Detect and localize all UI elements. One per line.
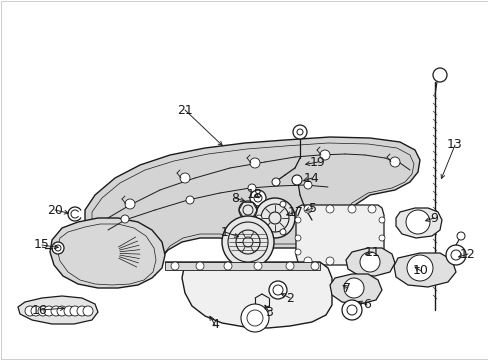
- Circle shape: [249, 190, 265, 206]
- Circle shape: [51, 306, 61, 316]
- Circle shape: [224, 262, 231, 270]
- Polygon shape: [329, 274, 381, 304]
- Circle shape: [83, 306, 93, 316]
- Circle shape: [249, 158, 260, 168]
- Text: 15: 15: [34, 238, 50, 252]
- Circle shape: [294, 249, 301, 255]
- Circle shape: [341, 300, 361, 320]
- Circle shape: [52, 242, 64, 254]
- Circle shape: [310, 262, 318, 270]
- Text: 20: 20: [47, 203, 63, 216]
- Circle shape: [389, 157, 399, 167]
- Circle shape: [367, 205, 375, 213]
- Circle shape: [196, 262, 203, 270]
- Text: 12: 12: [459, 248, 475, 261]
- Text: 5: 5: [308, 202, 316, 215]
- Circle shape: [343, 278, 363, 298]
- Circle shape: [456, 232, 464, 240]
- Circle shape: [77, 306, 87, 316]
- Circle shape: [241, 304, 268, 332]
- Polygon shape: [295, 205, 383, 265]
- Circle shape: [121, 215, 129, 223]
- Circle shape: [253, 194, 262, 202]
- Circle shape: [70, 306, 80, 316]
- Circle shape: [253, 262, 262, 270]
- Text: 13: 13: [446, 139, 462, 152]
- Polygon shape: [164, 262, 331, 328]
- Text: 9: 9: [429, 211, 437, 225]
- Text: 10: 10: [412, 265, 428, 278]
- Polygon shape: [393, 253, 455, 287]
- Circle shape: [180, 173, 190, 183]
- Circle shape: [256, 215, 262, 221]
- Circle shape: [44, 306, 54, 316]
- Circle shape: [247, 184, 256, 192]
- Circle shape: [405, 210, 429, 234]
- Circle shape: [280, 201, 285, 207]
- Polygon shape: [85, 137, 419, 278]
- Circle shape: [294, 235, 301, 241]
- Text: 1: 1: [221, 225, 228, 238]
- Text: 8: 8: [230, 192, 239, 204]
- Circle shape: [304, 257, 311, 265]
- Polygon shape: [395, 208, 441, 238]
- Circle shape: [406, 255, 432, 281]
- Circle shape: [294, 217, 301, 223]
- Polygon shape: [164, 262, 319, 270]
- Text: 17: 17: [287, 206, 304, 219]
- Circle shape: [378, 235, 384, 241]
- Circle shape: [304, 181, 311, 189]
- Polygon shape: [18, 296, 98, 324]
- Circle shape: [378, 217, 384, 223]
- Circle shape: [325, 205, 333, 213]
- Circle shape: [57, 306, 67, 316]
- Circle shape: [254, 198, 294, 238]
- Circle shape: [125, 199, 135, 209]
- Circle shape: [268, 281, 286, 299]
- Circle shape: [271, 178, 280, 186]
- Text: 7: 7: [342, 282, 350, 294]
- Text: 4: 4: [211, 319, 219, 332]
- Text: 6: 6: [362, 298, 370, 311]
- Circle shape: [31, 306, 41, 316]
- Circle shape: [25, 306, 35, 316]
- Circle shape: [445, 245, 465, 265]
- Text: 3: 3: [264, 306, 272, 319]
- Circle shape: [222, 216, 273, 268]
- Circle shape: [304, 205, 311, 213]
- Text: 2: 2: [285, 292, 293, 305]
- Circle shape: [347, 257, 355, 265]
- Circle shape: [280, 229, 285, 235]
- Circle shape: [319, 150, 329, 160]
- Text: 18: 18: [246, 189, 263, 202]
- Text: 14: 14: [304, 171, 319, 184]
- Circle shape: [347, 205, 355, 213]
- Text: 11: 11: [365, 246, 380, 258]
- Circle shape: [239, 201, 257, 219]
- Circle shape: [171, 262, 179, 270]
- Circle shape: [38, 306, 48, 316]
- Circle shape: [359, 252, 379, 272]
- Circle shape: [367, 257, 375, 265]
- Circle shape: [185, 196, 194, 204]
- Text: 16: 16: [32, 303, 48, 316]
- Circle shape: [292, 125, 306, 139]
- Polygon shape: [346, 248, 394, 276]
- Text: 21: 21: [177, 104, 192, 117]
- Polygon shape: [50, 218, 164, 288]
- Circle shape: [64, 306, 74, 316]
- Circle shape: [378, 249, 384, 255]
- Circle shape: [432, 68, 446, 82]
- Circle shape: [291, 175, 302, 185]
- Circle shape: [325, 257, 333, 265]
- Text: 19: 19: [309, 156, 325, 168]
- Circle shape: [285, 262, 293, 270]
